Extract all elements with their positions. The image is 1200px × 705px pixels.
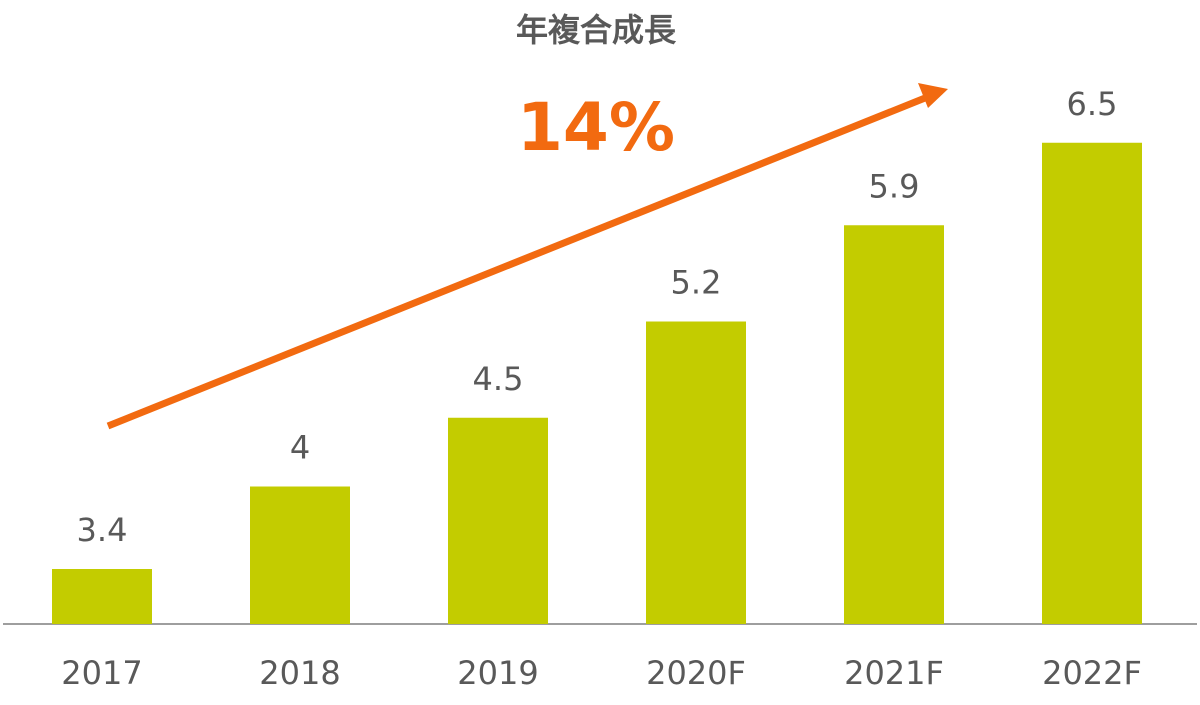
x-tick-label: 2018 [259,654,340,692]
x-tick-label: 2019 [457,654,538,692]
trend-arrow [106,92,932,430]
value-label: 6.5 [1067,85,1118,123]
value-label: 5.2 [671,264,722,302]
x-tick-label: 2017 [61,654,142,692]
bar [52,569,152,624]
x-tick-label: 2021F [844,654,944,692]
value-label: 4 [290,429,310,467]
x-tick-label: 2022F [1042,654,1142,692]
bar [844,225,944,624]
bar [250,486,350,624]
bar [646,321,746,624]
value-label: 3.4 [77,511,128,549]
trend-arrow-head [918,83,948,108]
chart-title: 年複合成長 [516,11,677,49]
value-label: 5.9 [869,167,920,205]
growth-annotation: 14% [517,89,675,166]
bar [1042,142,1142,624]
bar [448,417,548,624]
x-tick-label: 2020F [646,654,746,692]
value-label: 4.5 [473,360,524,398]
